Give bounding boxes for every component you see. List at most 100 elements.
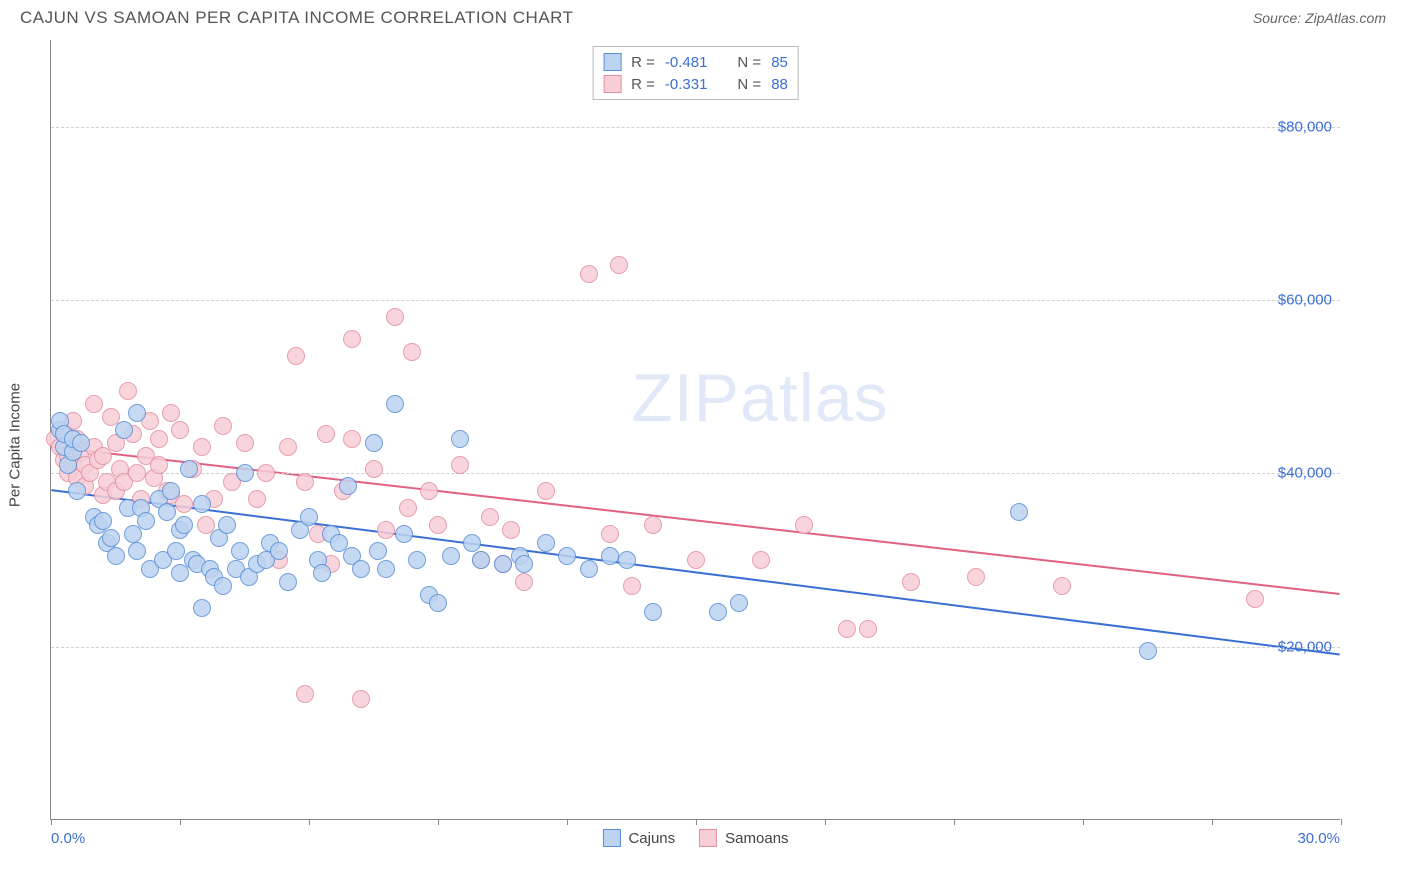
scatter-point [601, 547, 619, 565]
scatter-point [343, 330, 361, 348]
scatter-point [365, 434, 383, 452]
scatter-point [214, 577, 232, 595]
scatter-point [287, 347, 305, 365]
scatter-point [236, 464, 254, 482]
scatter-point [1053, 577, 1071, 595]
scatter-point [515, 573, 533, 591]
scatter-point [339, 477, 357, 495]
x-tick [696, 819, 697, 825]
x-tick [567, 819, 568, 825]
scatter-point [502, 521, 520, 539]
scatter-point [687, 551, 705, 569]
scatter-point [601, 525, 619, 543]
chart-container: Per Capita Income ZIPatlas R =-0.481N =8… [50, 40, 1390, 850]
scatter-point [1010, 503, 1028, 521]
scatter-point [377, 560, 395, 578]
scatter-point [623, 577, 641, 595]
scatter-point [128, 542, 146, 560]
scatter-point [300, 508, 318, 526]
n-value: 85 [771, 54, 788, 71]
y-tick-label: $20,000 [1278, 638, 1332, 655]
scatter-point [313, 564, 331, 582]
scatter-point [515, 555, 533, 573]
x-tick [51, 819, 52, 825]
scatter-point [193, 495, 211, 513]
scatter-point [236, 434, 254, 452]
scatter-point [377, 521, 395, 539]
scatter-point [248, 490, 266, 508]
scatter-point [162, 482, 180, 500]
scatter-point [472, 551, 490, 569]
r-label: R = [631, 76, 655, 93]
n-label: N = [737, 54, 761, 71]
chart-title: CAJUN VS SAMOAN PER CAPITA INCOME CORREL… [20, 8, 574, 28]
scatter-point [162, 404, 180, 422]
legend-label: Samoans [725, 830, 788, 847]
grid-line [51, 127, 1340, 128]
scatter-point [94, 512, 112, 530]
legend: Cajuns Samoans [602, 829, 788, 847]
scatter-point [167, 542, 185, 560]
x-tick [309, 819, 310, 825]
scatter-point [150, 456, 168, 474]
grid-line [51, 300, 1340, 301]
scatter-point [537, 482, 555, 500]
scatter-point [175, 516, 193, 534]
x-tick [180, 819, 181, 825]
scatter-point [296, 685, 314, 703]
scatter-point [752, 551, 770, 569]
scatter-point [218, 516, 236, 534]
series-swatch [603, 53, 621, 71]
scatter-point [171, 421, 189, 439]
scatter-point [180, 460, 198, 478]
x-axis-min-label: 0.0% [51, 830, 85, 847]
scatter-point [317, 425, 335, 443]
scatter-point [279, 573, 297, 591]
scatter-point [709, 603, 727, 621]
scatter-point [68, 482, 86, 500]
legend-item: Cajuns [602, 829, 675, 847]
scatter-point [150, 430, 168, 448]
scatter-point [859, 620, 877, 638]
legend-swatch [699, 829, 717, 847]
legend-swatch [602, 829, 620, 847]
scatter-point [270, 542, 288, 560]
x-tick [954, 819, 955, 825]
scatter-point [119, 382, 137, 400]
x-tick [1083, 819, 1084, 825]
scatter-point [279, 438, 297, 456]
x-tick [438, 819, 439, 825]
scatter-point [795, 516, 813, 534]
scatter-point [451, 456, 469, 474]
scatter-point [193, 599, 211, 617]
scatter-point [128, 464, 146, 482]
r-value: -0.481 [665, 54, 708, 71]
plot-area: ZIPatlas R =-0.481N =85R =-0.331N =88 0.… [50, 40, 1340, 820]
legend-item: Samoans [699, 829, 788, 847]
scatter-point [580, 560, 598, 578]
scatter-point [580, 265, 598, 283]
scatter-point [403, 343, 421, 361]
scatter-point [408, 551, 426, 569]
scatter-point [644, 516, 662, 534]
x-axis-max-label: 30.0% [1297, 830, 1340, 847]
scatter-point [399, 499, 417, 517]
y-tick-label: $60,000 [1278, 292, 1332, 309]
scatter-point [730, 594, 748, 612]
scatter-point [175, 495, 193, 513]
scatter-point [102, 529, 120, 547]
scatter-point [558, 547, 576, 565]
n-value: 88 [771, 76, 788, 93]
scatter-point [610, 256, 628, 274]
scatter-point [231, 542, 249, 560]
scatter-point [902, 573, 920, 591]
scatter-point [158, 503, 176, 521]
scatter-point [395, 525, 413, 543]
scatter-point [451, 430, 469, 448]
scatter-point [429, 594, 447, 612]
scatter-point [214, 417, 232, 435]
y-tick-label: $80,000 [1278, 118, 1332, 135]
scatter-point [365, 460, 383, 478]
scatter-point [352, 560, 370, 578]
x-tick [1212, 819, 1213, 825]
